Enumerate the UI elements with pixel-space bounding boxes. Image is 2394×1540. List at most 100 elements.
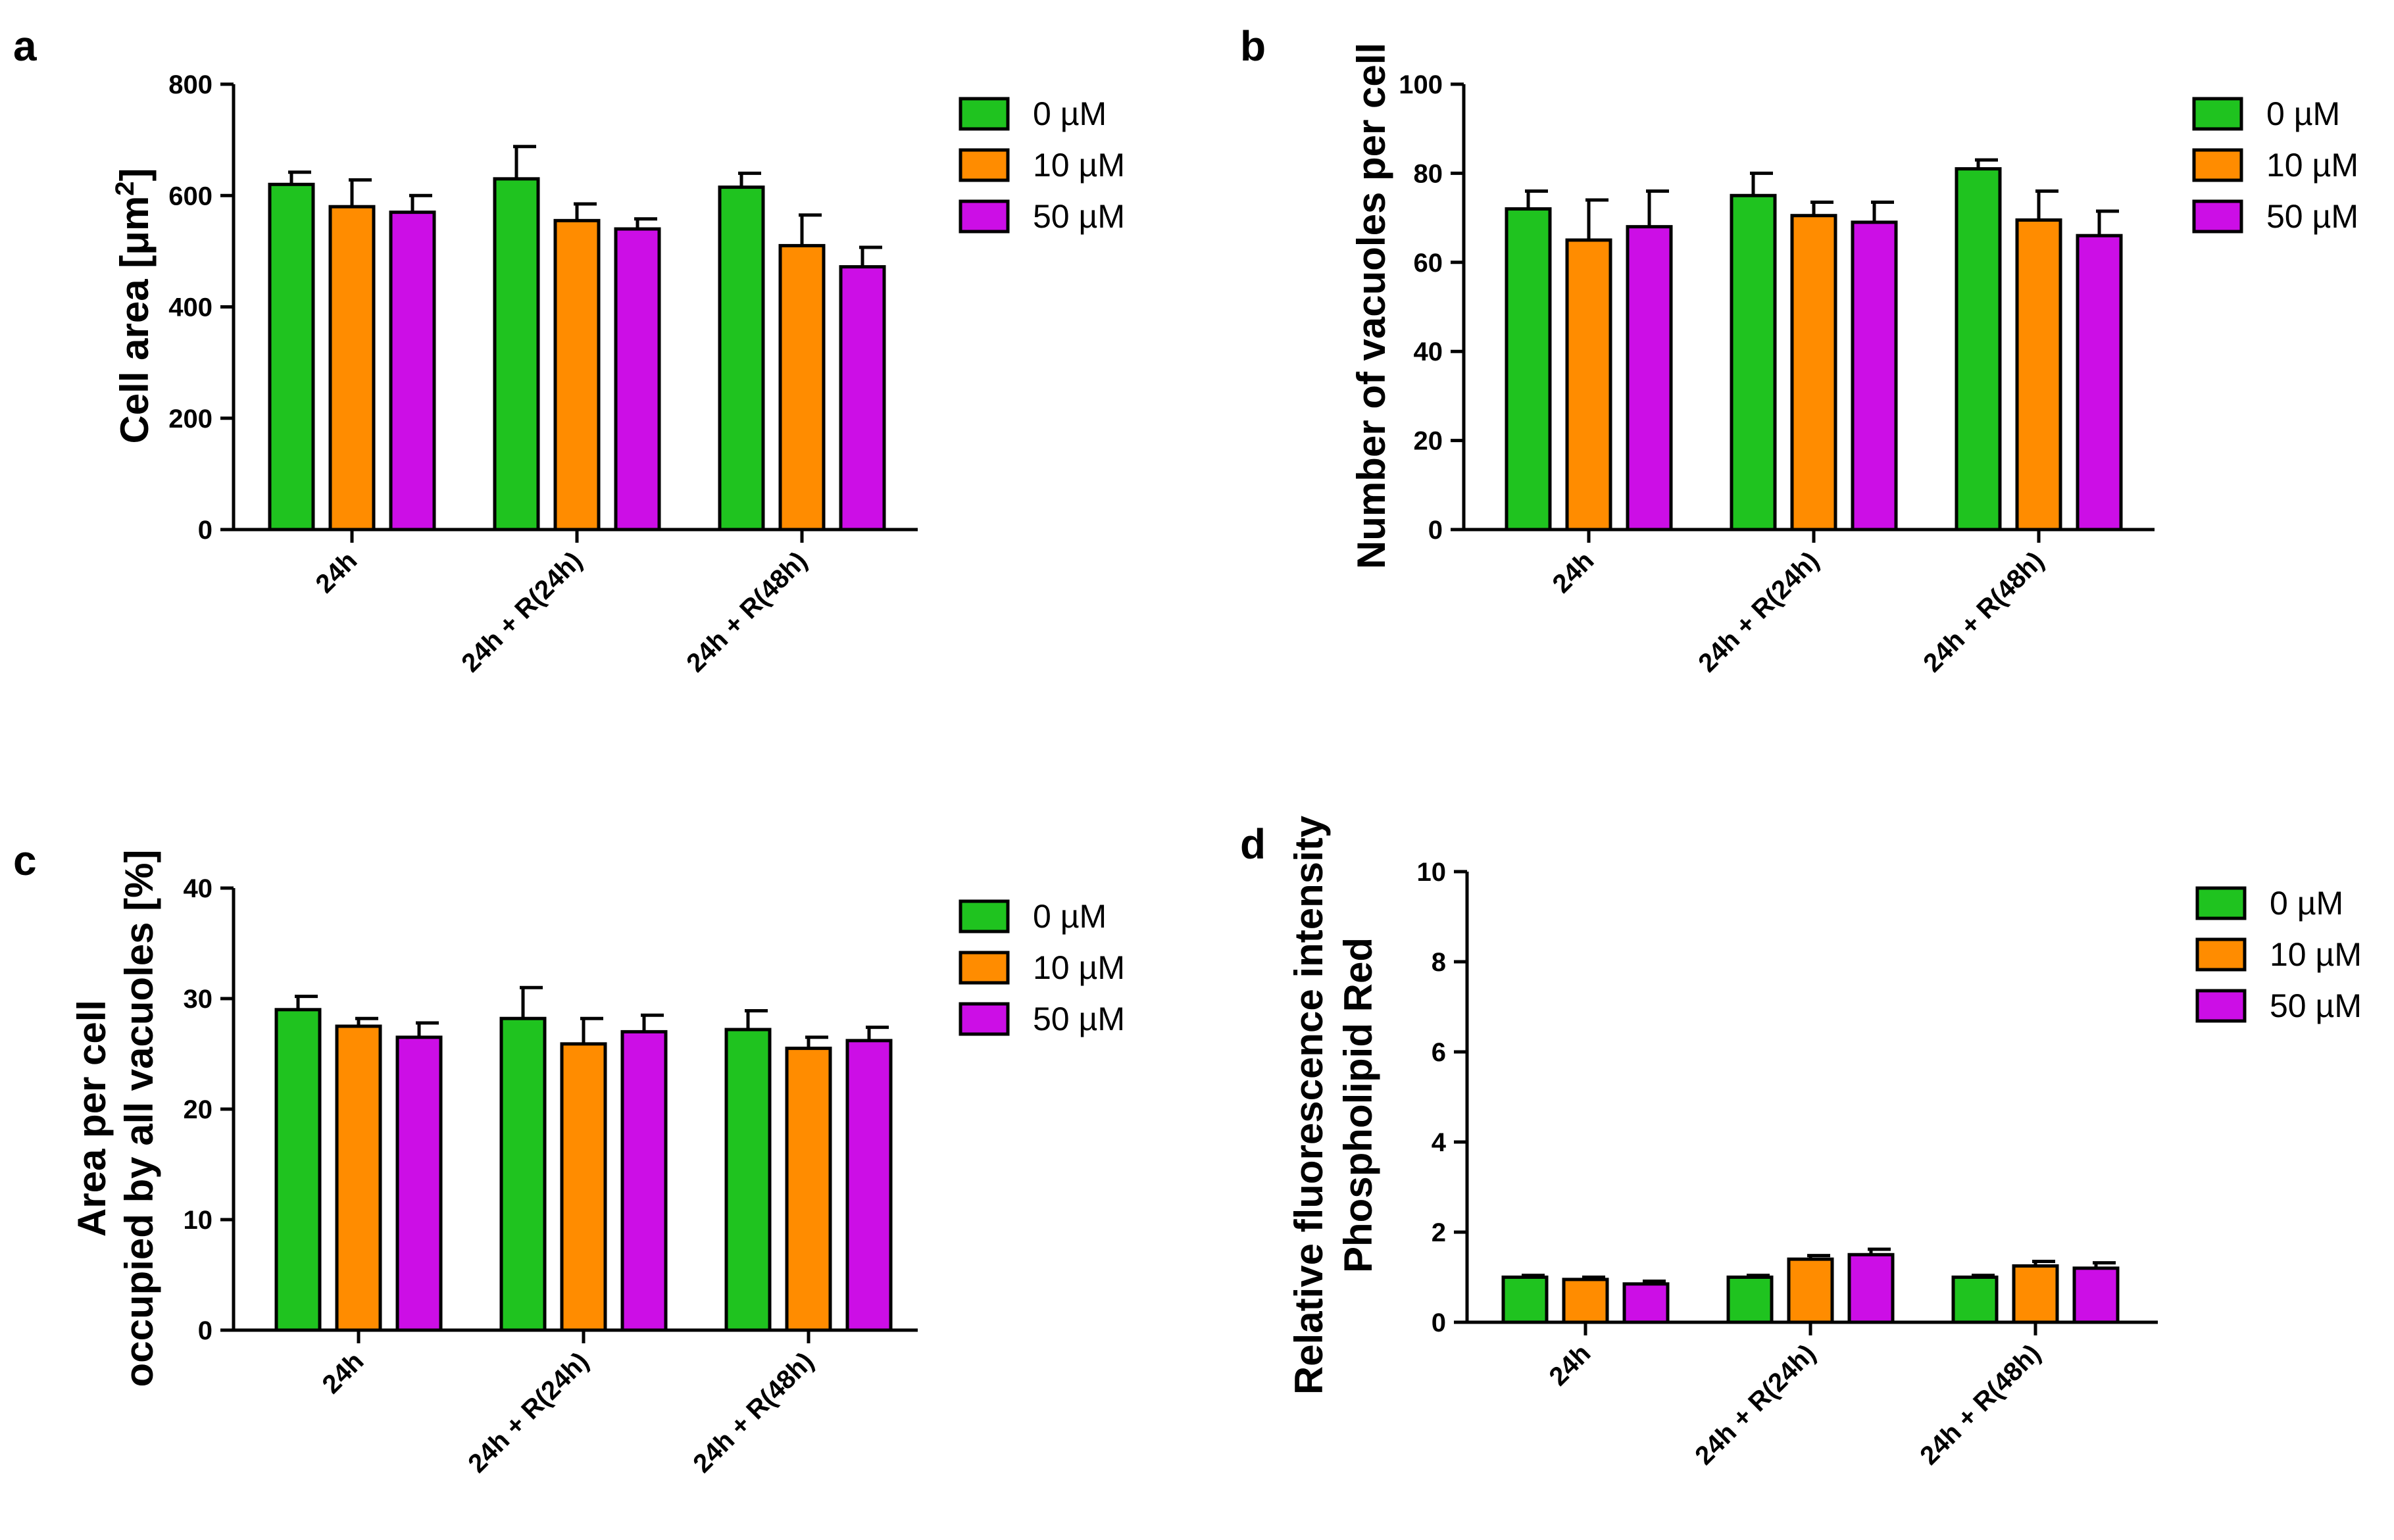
y-tick-label: 100 bbox=[1399, 70, 1443, 99]
bar-24h-10-um bbox=[335, 1024, 382, 1332]
bar-24h-r48h-10-um bbox=[2012, 1264, 2059, 1324]
bar-24h-r24h-10-um bbox=[560, 1042, 607, 1332]
x-category-label-24h-r48h: 24h + R(48h) bbox=[687, 1347, 819, 1478]
legend-label-10-um: 10 µM bbox=[1033, 147, 1125, 184]
legend-swatch-10-um bbox=[959, 951, 1010, 985]
bar-24h-0-um bbox=[1501, 1276, 1549, 1324]
legend-swatch-0-um bbox=[959, 97, 1010, 131]
panel-letter-b: b bbox=[1240, 22, 1266, 70]
y-axis-title-c-line2: occupied by all vacuoles [%] bbox=[117, 850, 161, 1387]
bar-24h-r48h-50-um bbox=[845, 1039, 893, 1332]
x-category-label-24h-r24h: 24h + R(24h) bbox=[456, 546, 587, 678]
bar-24h-0-um bbox=[274, 1008, 322, 1332]
x-category-label-24h: 24h bbox=[1547, 546, 1600, 599]
y-tick-label: 10 bbox=[184, 1206, 213, 1235]
legend-swatch-0-um bbox=[2195, 886, 2247, 920]
x-category-label-24h-r48h: 24h + R(48h) bbox=[1914, 1339, 2046, 1470]
y-tick-label: 40 bbox=[184, 874, 213, 903]
y-tick-label: 800 bbox=[168, 70, 212, 99]
bar-24h-r24h-0-um bbox=[1730, 193, 1777, 532]
legend-label-0-um: 0 µM bbox=[1033, 898, 1107, 935]
y-tick-label: 10 bbox=[1417, 858, 1447, 887]
x-category-label-24h: 24h bbox=[317, 1347, 370, 1399]
y-tick-label: 0 bbox=[198, 516, 212, 545]
legend-swatch-10-um bbox=[959, 148, 1010, 182]
legend-c: 0 µM 10 µM 50 µM bbox=[959, 898, 1125, 1037]
legend-label-50-um: 50 µM bbox=[1033, 198, 1125, 235]
y-tick-label: 6 bbox=[1432, 1038, 1446, 1067]
bar-24h-r24h-50-um bbox=[620, 1030, 668, 1332]
panel-b: b Number of vacuoles per cell 0 20 40 60 80 1… bbox=[1240, 22, 2358, 678]
bar-24h-r24h-10-um bbox=[1787, 1257, 1834, 1324]
y-tick-label: 600 bbox=[168, 182, 212, 211]
y-tick-label: 80 bbox=[1414, 159, 1443, 188]
bar-24h-r24h-0-um bbox=[493, 177, 540, 532]
legend-swatch-10-um bbox=[2195, 937, 2247, 972]
y-tick-label: 20 bbox=[1414, 427, 1443, 456]
bar-24h-50-um bbox=[1622, 1282, 1670, 1324]
legend-swatch-0-um bbox=[959, 899, 1010, 933]
x-category-label-24h-r24h: 24h + R(24h) bbox=[1689, 1339, 1821, 1470]
x-category-label-24h-r24h: 24h + R(24h) bbox=[1693, 546, 1824, 678]
legend-label-0-um: 0 µM bbox=[2270, 885, 2343, 922]
x-category-label-24h: 24h bbox=[1544, 1339, 1597, 1391]
legend-d: 0 µM 10 µM 50 µM bbox=[2195, 885, 2362, 1024]
legend-b: 0 µM 10 µM 50 µM bbox=[2192, 95, 2358, 235]
legend-label-50-um: 50 µM bbox=[2270, 987, 2362, 1024]
y-tick-label: 0 bbox=[1432, 1308, 1446, 1337]
bar-24h-r24h-50-um bbox=[614, 227, 661, 532]
bar-24h-50-um bbox=[1626, 225, 1673, 532]
y-axis-title-b: Number of vacuoles per cell bbox=[1349, 43, 1393, 569]
bar-24h-r24h-50-um bbox=[1851, 220, 1898, 532]
legend-label-50-um: 50 µM bbox=[1033, 1001, 1125, 1037]
bar-24h-10-um bbox=[1565, 238, 1612, 532]
legend-swatch-50-um bbox=[2192, 199, 2243, 234]
legend-label-0-um: 0 µM bbox=[2266, 95, 2340, 132]
y-tick-label: 0 bbox=[198, 1316, 212, 1345]
y-axis-title-a: Cell area [μm2] bbox=[111, 168, 157, 443]
legend-swatch-50-um bbox=[2195, 989, 2247, 1023]
bar-24h-50-um bbox=[395, 1035, 443, 1332]
bar-24h-r48h-0-um bbox=[1951, 1276, 1999, 1324]
y-tick-label: 8 bbox=[1432, 948, 1446, 977]
bar-24h-r24h-50-um bbox=[1847, 1253, 1895, 1324]
bar-24h-r48h-50-um bbox=[839, 265, 886, 532]
y-tick-label: 2 bbox=[1432, 1218, 1446, 1247]
bar-24h-r48h-50-um bbox=[2076, 234, 2123, 532]
bar-24h-0-um bbox=[268, 182, 315, 532]
bar-24h-50-um bbox=[389, 211, 436, 532]
panel-letter-a: a bbox=[13, 22, 37, 70]
bar-24h-r48h-0-um bbox=[724, 1028, 772, 1332]
legend-label-10-um: 10 µM bbox=[1033, 949, 1125, 986]
bar-24h-r48h-10-um bbox=[778, 243, 826, 532]
y-tick-label: 60 bbox=[1414, 249, 1443, 278]
legend-swatch-10-um bbox=[2192, 148, 2243, 182]
bar-24h-r24h-10-um bbox=[1790, 214, 1837, 532]
panel-letter-c: c bbox=[13, 837, 37, 884]
bar-24h-r48h-50-um bbox=[2072, 1266, 2120, 1324]
y-tick-label: 40 bbox=[1414, 337, 1443, 366]
legend-label-0-um: 0 µM bbox=[1033, 95, 1107, 132]
legend-swatch-50-um bbox=[959, 1002, 1010, 1036]
legend-swatch-0-um bbox=[2192, 97, 2243, 131]
y-axis-title-d-line2: Phospholipid Red bbox=[1336, 937, 1380, 1273]
y-tick-label: 200 bbox=[168, 405, 212, 434]
y-tick-label: 0 bbox=[1428, 516, 1443, 545]
bar-24h-r24h-0-um bbox=[499, 1016, 547, 1332]
legend-label-10-um: 10 µM bbox=[2266, 147, 2358, 184]
x-category-label-24h-r24h: 24h + R(24h) bbox=[462, 1347, 594, 1478]
panel-d: d Relative fluorescence intensity Phosph… bbox=[1240, 815, 2362, 1470]
bar-24h-r48h-10-um bbox=[785, 1047, 832, 1332]
x-category-label-24h-r48h: 24h + R(48h) bbox=[681, 546, 812, 678]
legend-swatch-50-um bbox=[959, 199, 1010, 234]
bar-24h-10-um bbox=[328, 205, 376, 532]
y-tick-label: 20 bbox=[184, 1095, 213, 1124]
y-tick-label: 4 bbox=[1432, 1128, 1447, 1157]
y-tick-label: 30 bbox=[184, 985, 213, 1014]
bar-24h-r48h-10-um bbox=[2015, 218, 2062, 532]
panel-letter-d: d bbox=[1240, 820, 1266, 868]
panel-c: c Area per cell occupied by all vacuoles… bbox=[13, 837, 1125, 1478]
bar-24h-10-um bbox=[1562, 1278, 1609, 1324]
bar-24h-r24h-0-um bbox=[1726, 1276, 1774, 1324]
